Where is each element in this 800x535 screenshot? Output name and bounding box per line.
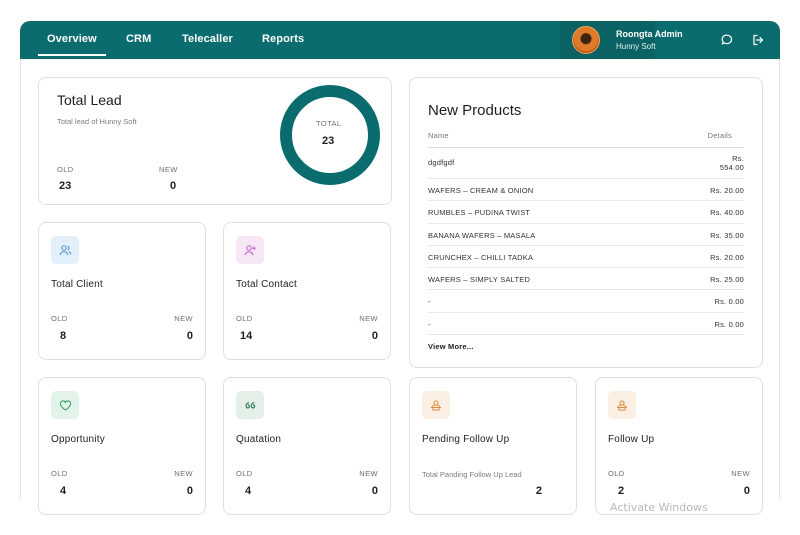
- old-value: 4: [60, 485, 67, 497]
- new-label: NEW: [174, 469, 193, 478]
- tab-telecaller[interactable]: Telecaller: [182, 33, 233, 45]
- old-value: 14: [240, 330, 253, 342]
- new-label: NEW: [174, 314, 193, 323]
- opportunity-card[interactable]: Opportunity OLD 4 NEW 0: [38, 377, 206, 515]
- col-name: Name: [428, 131, 449, 140]
- view-more-link[interactable]: View More...: [428, 342, 474, 351]
- old-value: 4: [245, 485, 252, 497]
- table-row[interactable]: WAFERS – CREAM & ONION Rs. 20.00: [428, 179, 744, 201]
- quote-icon: [236, 391, 264, 419]
- new-label: NEW: [359, 469, 378, 478]
- old-label: OLD: [236, 469, 253, 478]
- top-navbar: Overview CRM Telecaller Reports Roongta …: [20, 21, 780, 59]
- new-value: 0: [186, 485, 193, 497]
- user-name: Roongta Admin: [616, 29, 683, 39]
- pending-subtitle: Total Panding Follow Up Lead: [422, 470, 522, 479]
- frame-left-border: [20, 59, 21, 499]
- total-lead-subtitle: Total lead of Hunny Soft: [57, 117, 137, 126]
- frame-right-border: [779, 59, 780, 499]
- old-label: OLD: [57, 165, 74, 174]
- tab-reports[interactable]: Reports: [262, 33, 305, 45]
- table-row[interactable]: - Rs. 0.00: [428, 290, 744, 313]
- old-value: 2: [618, 485, 625, 497]
- card-title: Follow Up: [608, 434, 655, 445]
- add-user-icon: [236, 236, 264, 264]
- total-client-card[interactable]: Total Client OLD 8 NEW 0: [38, 222, 206, 360]
- heart-icon: [51, 391, 79, 419]
- table-row[interactable]: - Rs. 0.00: [428, 313, 744, 335]
- user-company: Hunny Soft: [616, 42, 656, 51]
- table-row[interactable]: BANANA WAFERS – MASALA Rs. 35.00: [428, 224, 744, 246]
- total-contact-card[interactable]: Total Contact OLD 14 NEW 0: [223, 222, 391, 360]
- total-lead-title: Total Lead: [57, 92, 122, 108]
- old-label: OLD: [608, 469, 625, 478]
- new-products-title: New Products: [428, 102, 522, 119]
- products-header: Name Details: [428, 131, 744, 148]
- avatar[interactable]: [572, 26, 600, 54]
- new-products-card: New Products Name Details dgdfgdf Rs. 55…: [409, 77, 763, 368]
- activate-windows-watermark: Activate Windows: [610, 501, 708, 514]
- follow-up-card[interactable]: Follow Up OLD 2 NEW 0: [595, 377, 763, 515]
- new-value: 0: [186, 330, 193, 342]
- old-value: 8: [60, 330, 67, 342]
- follow-up-icon: [608, 391, 636, 419]
- table-row[interactable]: dgdfgdf Rs. 554.00: [428, 148, 744, 179]
- total-lead-card: Total Lead Total lead of Hunny Soft OLD …: [38, 77, 392, 205]
- tab-overview[interactable]: Overview: [38, 33, 106, 56]
- new-value: 0: [743, 485, 750, 497]
- card-title: Opportunity: [51, 434, 105, 445]
- card-title: Total Contact: [236, 279, 297, 290]
- donut-label: TOTAL: [316, 119, 342, 128]
- card-title: Quatation: [236, 434, 282, 445]
- col-details: Details: [707, 131, 732, 140]
- card-title: Total Client: [51, 279, 103, 290]
- quotation-card[interactable]: Quatation OLD 4 NEW 0: [223, 377, 391, 515]
- new-label: NEW: [159, 165, 178, 174]
- new-label: NEW: [731, 469, 750, 478]
- new-value: 0: [371, 330, 378, 342]
- new-value: 0: [170, 180, 177, 192]
- follow-up-icon: [422, 391, 450, 419]
- table-row[interactable]: WAFERS – SIMPLY SALTED Rs. 25.00: [428, 268, 744, 290]
- users-icon: [51, 236, 79, 264]
- app-frame: Overview CRM Telecaller Reports Roongta …: [20, 21, 780, 511]
- old-label: OLD: [236, 314, 253, 323]
- table-row[interactable]: RUMBLES – PUDINA TWIST Rs. 40.00: [428, 201, 744, 224]
- card-title: Pending Follow Up: [422, 434, 510, 445]
- table-row[interactable]: CRUNCHEX – CHILLI TADKA Rs. 20.00: [428, 246, 744, 268]
- total-lead-donut: [280, 85, 380, 185]
- donut-value: 23: [322, 135, 335, 147]
- old-label: OLD: [51, 469, 68, 478]
- chat-icon[interactable]: [720, 33, 734, 47]
- old-label: OLD: [51, 314, 68, 323]
- new-value: 0: [371, 485, 378, 497]
- new-label: NEW: [359, 314, 378, 323]
- old-value: 23: [59, 180, 72, 192]
- logout-icon[interactable]: [751, 33, 765, 47]
- pending-value: 2: [535, 485, 542, 497]
- pending-follow-up-card[interactable]: Pending Follow Up Total Panding Follow U…: [409, 377, 577, 515]
- tab-crm[interactable]: CRM: [126, 33, 152, 45]
